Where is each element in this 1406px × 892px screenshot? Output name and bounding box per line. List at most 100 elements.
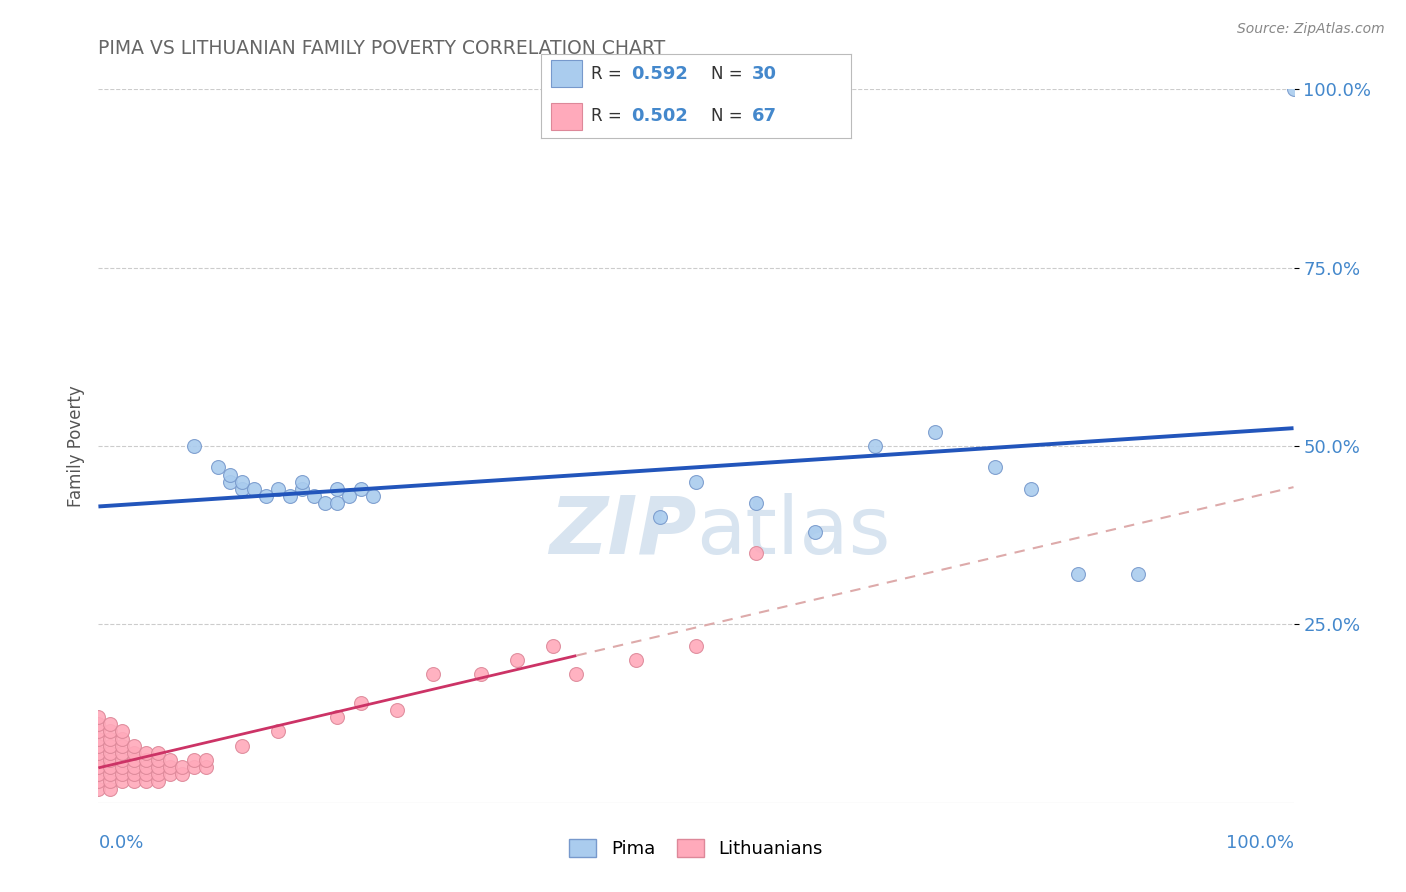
Point (267, 482, 290, 496)
Point (194, 753, 217, 767)
Point (87, 724, 110, 739)
Point (135, 767, 157, 781)
Point (87, 753, 110, 767)
Point (98, 724, 122, 739)
Text: PIMA VS LITHUANIAN FAMILY POVERTY CORRELATION CHART: PIMA VS LITHUANIAN FAMILY POVERTY CORREL… (98, 39, 665, 58)
Point (385, 703, 409, 717)
Point (470, 667, 492, 681)
Point (745, 546, 768, 560)
Text: R =: R = (591, 107, 627, 125)
Point (183, 439, 205, 453)
Legend: Pima, Lithuanians: Pima, Lithuanians (562, 831, 830, 865)
Point (87, 781, 110, 796)
Text: 0.502: 0.502 (631, 107, 688, 125)
Text: 100.0%: 100.0% (1226, 834, 1294, 852)
Point (541, 639, 564, 653)
Point (804, 524, 827, 539)
Point (172, 760, 194, 774)
Point (87, 739, 110, 753)
Text: 0.592: 0.592 (631, 65, 688, 83)
Y-axis label: Family Poverty: Family Poverty (66, 385, 84, 507)
Point (124, 739, 146, 753)
Point (87, 710, 110, 724)
Point (98, 760, 122, 774)
Point (111, 753, 134, 767)
Point (98, 746, 122, 760)
Point (135, 774, 157, 789)
Point (231, 482, 253, 496)
Point (194, 760, 217, 774)
Point (219, 475, 242, 489)
Point (685, 639, 707, 653)
Point (98, 731, 122, 746)
Point (111, 760, 134, 774)
Point (924, 425, 946, 439)
Point (98, 781, 122, 796)
Point (124, 774, 146, 789)
Point (326, 482, 349, 496)
Text: atlas: atlas (696, 492, 890, 571)
Point (98, 774, 122, 789)
Point (148, 746, 170, 760)
Point (745, 496, 768, 510)
Text: Source: ZipAtlas.com: Source: ZipAtlas.com (1237, 22, 1385, 37)
Point (1128, 567, 1150, 582)
Point (159, 753, 181, 767)
Point (565, 667, 588, 681)
Point (148, 753, 170, 767)
Point (983, 460, 1005, 475)
Point (231, 739, 253, 753)
Text: ZIP: ZIP (548, 492, 696, 571)
Point (290, 482, 312, 496)
Point (231, 475, 253, 489)
Point (124, 746, 146, 760)
Text: R =: R = (591, 65, 627, 83)
Point (111, 724, 134, 739)
Point (87, 717, 110, 731)
Point (648, 510, 672, 524)
Text: N =: N = (711, 65, 748, 83)
Point (1282, 82, 1305, 96)
Point (219, 467, 242, 482)
Point (124, 753, 146, 767)
Point (302, 489, 325, 503)
Point (172, 767, 194, 781)
Point (183, 760, 205, 774)
Text: N =: N = (711, 107, 748, 125)
Point (87, 774, 110, 789)
Point (87, 760, 110, 774)
Point (290, 475, 312, 489)
Point (267, 724, 290, 739)
Point (159, 767, 181, 781)
Bar (551, 103, 582, 130)
Point (148, 760, 170, 774)
Text: 30: 30 (752, 65, 776, 83)
Text: 67: 67 (752, 107, 776, 125)
Point (278, 489, 301, 503)
Point (111, 746, 134, 760)
Point (863, 439, 886, 453)
Point (135, 746, 157, 760)
Point (98, 717, 122, 731)
Point (183, 753, 205, 767)
Point (148, 767, 170, 781)
Point (124, 767, 146, 781)
Bar (551, 61, 582, 87)
Point (111, 767, 134, 781)
Point (624, 653, 647, 667)
Point (87, 767, 110, 781)
Point (135, 753, 157, 767)
Point (111, 739, 134, 753)
Point (148, 774, 170, 789)
Point (350, 696, 373, 710)
Point (685, 475, 707, 489)
Point (207, 460, 229, 475)
Point (98, 753, 122, 767)
Point (326, 496, 349, 510)
Point (111, 731, 134, 746)
Point (1067, 567, 1090, 582)
Point (98, 767, 122, 781)
Point (242, 482, 264, 496)
Point (422, 667, 444, 681)
Point (363, 489, 385, 503)
